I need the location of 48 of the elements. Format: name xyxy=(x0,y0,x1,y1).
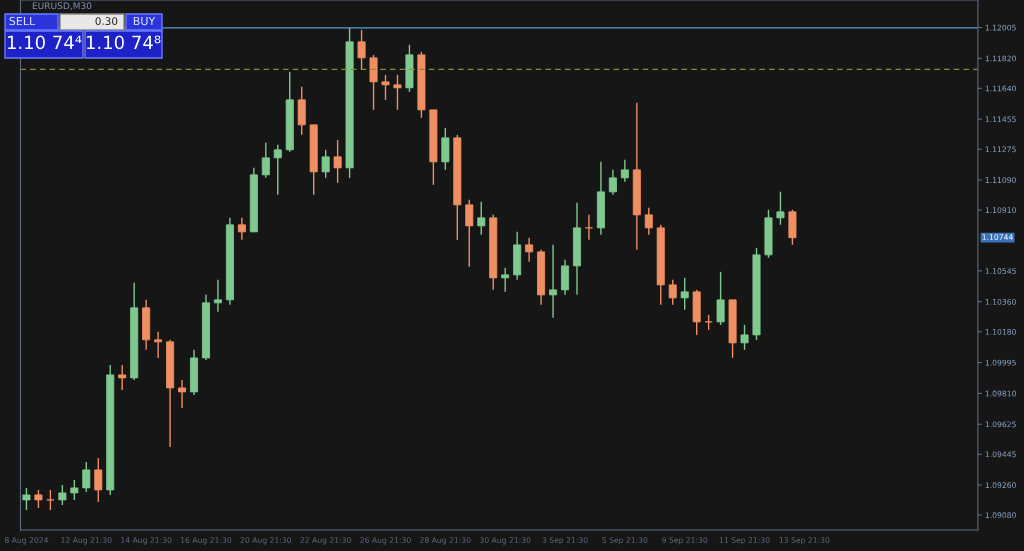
candlestick xyxy=(405,44,414,93)
annotation: 1.10 74⁸ xyxy=(86,35,161,50)
candlestick xyxy=(465,199,474,268)
candlestick xyxy=(692,289,701,336)
candlestick xyxy=(82,461,91,493)
annotation: SELL xyxy=(9,16,36,26)
chart-title: EURUSD,M30 xyxy=(32,2,92,11)
candlestick xyxy=(453,134,462,241)
candlestick xyxy=(501,267,510,293)
candlestick xyxy=(740,324,749,351)
candlestick xyxy=(716,271,725,326)
candlestick xyxy=(154,331,163,359)
candlestick xyxy=(345,27,354,179)
candlestick xyxy=(644,207,653,236)
candlestick xyxy=(752,247,761,341)
annotation: 1.10 74⁴ xyxy=(7,35,82,50)
candlestick xyxy=(668,279,677,306)
candlestick xyxy=(584,214,593,241)
candlestick xyxy=(381,74,390,101)
candlestick xyxy=(393,74,402,111)
candlestick xyxy=(34,489,43,509)
candlestick xyxy=(273,144,282,196)
candlestick xyxy=(357,29,366,71)
candlestick xyxy=(549,244,558,319)
candlestick xyxy=(788,209,797,246)
candlestick xyxy=(178,379,187,409)
candlestick xyxy=(70,479,79,501)
annotation: 0.30 xyxy=(95,17,118,26)
candlestick xyxy=(764,209,773,259)
candlestick xyxy=(297,86,306,136)
candlestick xyxy=(441,127,450,171)
candlestick xyxy=(46,489,55,511)
candlestick xyxy=(309,124,318,196)
candlestick xyxy=(118,364,127,391)
candlestick xyxy=(776,191,785,226)
candlestick xyxy=(333,139,342,184)
candlestick xyxy=(417,51,426,119)
candlestick xyxy=(22,487,31,511)
candlestick xyxy=(94,457,103,503)
candlestick xyxy=(369,54,378,111)
candlestick xyxy=(680,277,689,311)
candlestick xyxy=(213,279,222,313)
candlestick xyxy=(728,299,737,359)
candlestick xyxy=(58,484,67,506)
candlestick xyxy=(477,201,486,236)
candlestick xyxy=(429,109,438,186)
candlestick xyxy=(321,149,330,179)
annotation: BUY xyxy=(133,16,156,26)
